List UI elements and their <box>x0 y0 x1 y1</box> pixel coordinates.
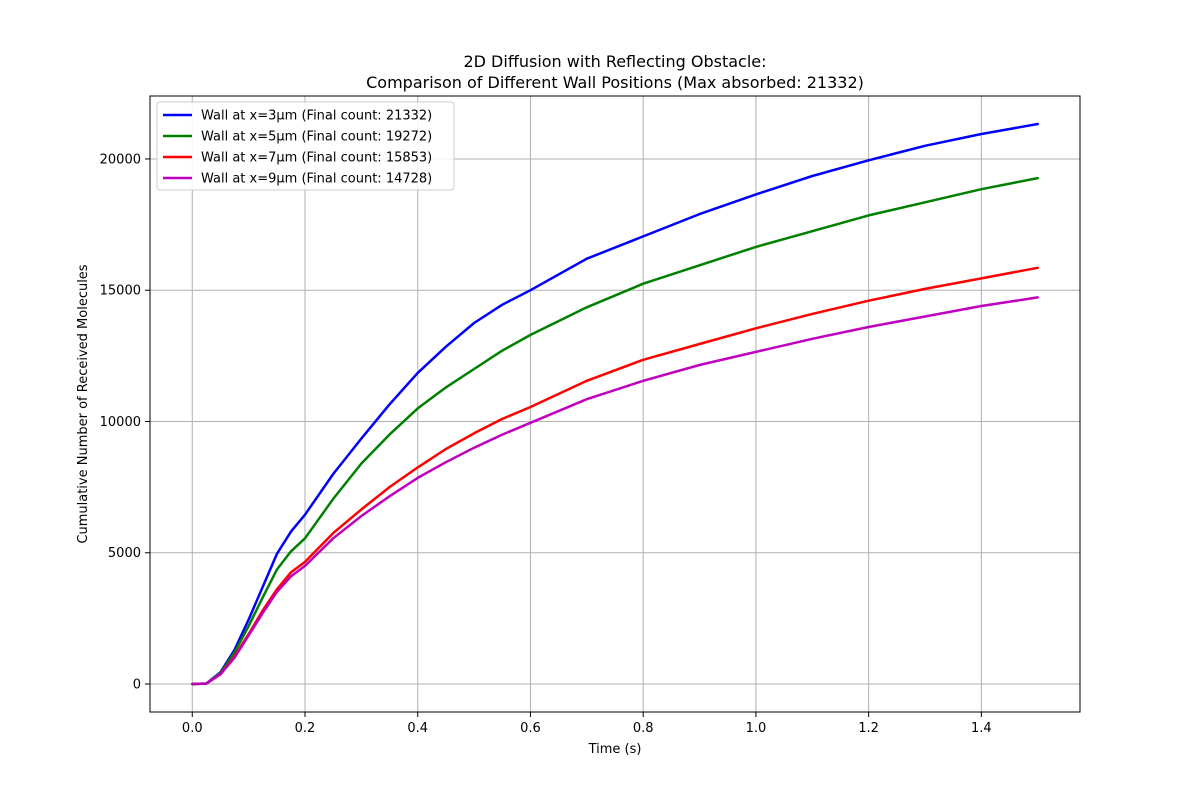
x-tick-label: 1.0 <box>746 721 767 736</box>
series-line-1 <box>191 122 1039 686</box>
series-line-2 <box>191 176 1039 686</box>
chart-title-line1: 2D Diffusion with Reflecting Obstacle: <box>463 52 766 71</box>
x-axis-label: Time (s) <box>588 742 642 757</box>
series-line-4 <box>191 296 1039 686</box>
x-tick-label: 1.4 <box>971 721 992 736</box>
x-tick-label: 0.2 <box>295 721 316 736</box>
legend-entry-1: Wall at x=3μm (Final count: 21332) <box>201 109 432 124</box>
legend-entry-3: Wall at x=7μm (Final count: 15853) <box>201 151 432 166</box>
grid-lines <box>150 96 1080 712</box>
y-tick-label: 20000 <box>100 152 141 167</box>
y-tick-label: 15000 <box>100 284 141 299</box>
y-tick-label: 10000 <box>100 415 141 430</box>
y-tick-label: 0 <box>133 678 141 693</box>
plot-area-frame <box>149 95 1081 713</box>
x-tick-label: 0.4 <box>407 721 428 736</box>
y-axis-ticks: 0 5000 10000 15000 20000 <box>100 152 150 693</box>
legend-entry-4: Wall at x=9μm (Final count: 14728) <box>201 172 432 187</box>
series-line-3 <box>191 266 1039 686</box>
x-tick-label: 1.2 <box>858 721 879 736</box>
x-tick-label: 0.8 <box>633 721 654 736</box>
legend-entry-2: Wall at x=5μm (Final count: 19272) <box>201 130 432 145</box>
legend-frame <box>156 101 455 191</box>
x-tick-label: 0.6 <box>520 721 541 736</box>
series-lines <box>191 122 1039 686</box>
y-tick-label: 5000 <box>108 546 141 561</box>
chart-title-line2: Comparison of Different Wall Positions (… <box>366 73 864 92</box>
legend: Wall at x=3μm (Final count: 21332) Wall a… <box>156 101 455 191</box>
y-axis-label: Cumulative Number of Received Molecules <box>76 264 91 543</box>
x-tick-label: 0.0 <box>182 721 203 736</box>
x-axis-ticks: 0.0 0.2 0.4 0.6 0.8 1.0 1.2 1.4 <box>182 712 992 736</box>
